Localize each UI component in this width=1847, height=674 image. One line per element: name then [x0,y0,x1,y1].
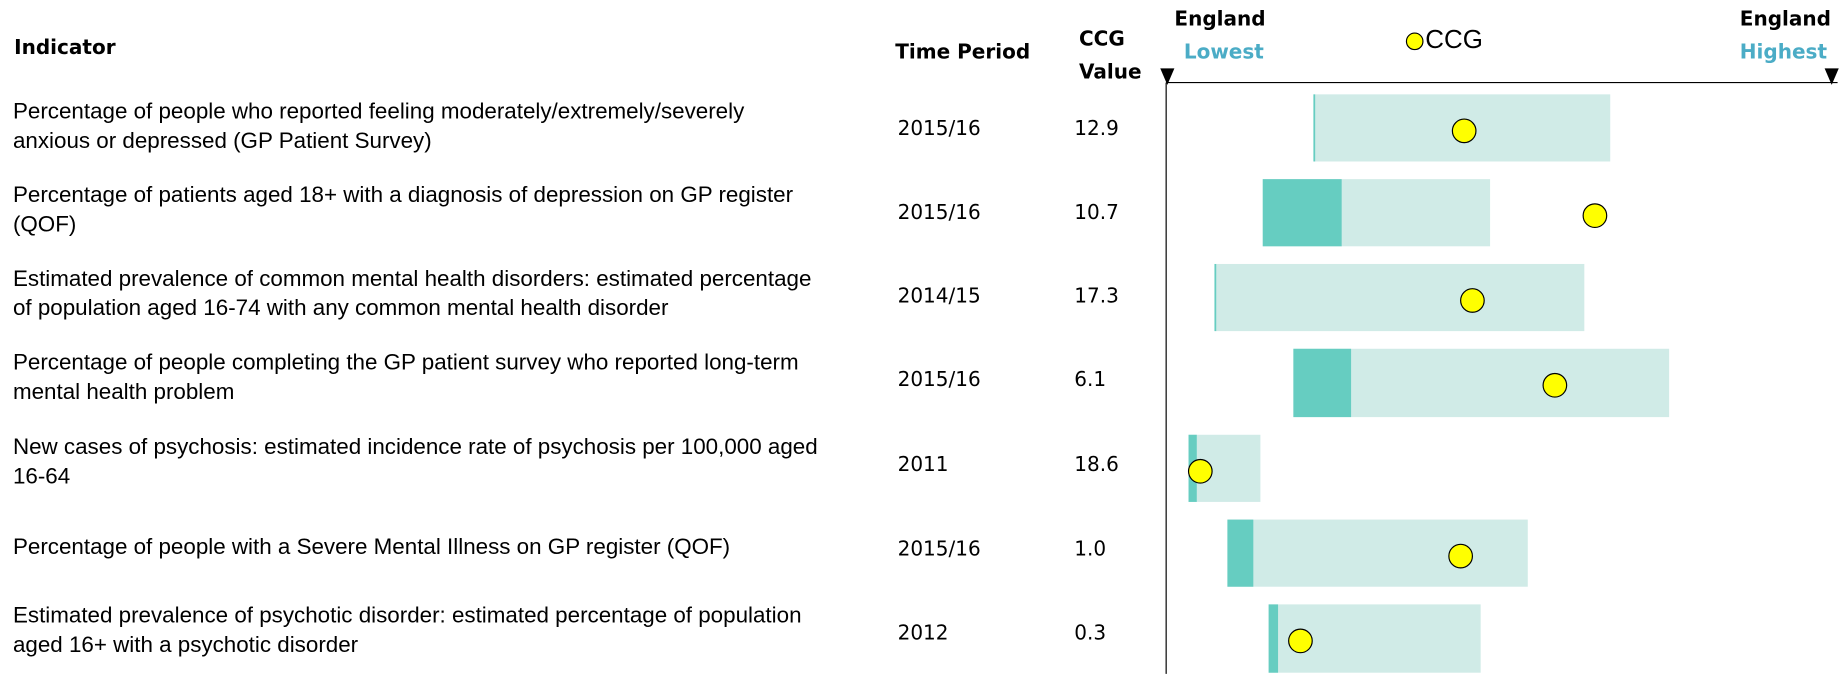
indicator-text: (QOF) [13,212,76,237]
indicator-text: Estimated prevalence of common mental he… [13,266,811,291]
indicator-text: aged 16+ with a psychotic disorder [13,632,359,657]
time-period: 2012 [898,620,949,644]
time-period: 2014/15 [898,283,981,307]
time-period: 2011 [898,452,949,476]
ccg-dot [1460,288,1485,313]
ccg-value: 0.3 [1074,620,1106,644]
quartile-bar [1262,179,1342,247]
indicator-text: Percentage of people completing the GP p… [13,349,799,374]
header-indicator: Indicator [14,35,116,59]
quartile-bar [1214,263,1217,332]
range-bar [1227,519,1528,587]
legend-dot [1405,32,1424,51]
indicator-text: 16-64 [13,464,70,489]
quartile-bar [1313,94,1316,162]
quartile-bar [1268,604,1279,673]
ccg-dot [1451,118,1477,144]
ccg-dot [1187,458,1213,484]
legend-label: CCG [1425,26,1483,54]
range-bar [1215,263,1585,332]
ccg-value: 1.0 [1074,537,1106,561]
indicator-text: mental health problem [13,379,234,404]
time-period: 2015/16 [898,116,981,140]
indicator-text: Percentage of patients aged 18+ with a d… [13,182,794,207]
header-lowest: Lowest [1184,40,1264,64]
indicator-text: Percentage of people who reported feelin… [13,99,745,124]
spine-bars [1187,94,1670,673]
ccg-dot [1288,628,1313,654]
header-england: England [1740,7,1831,31]
range-bar [1293,348,1670,418]
time-period: 2015/16 [898,367,981,391]
ccg-value: 10.7 [1074,200,1119,224]
ccg-dot [1542,372,1568,398]
quartile-bar [1293,348,1352,418]
ccg-value: 12.9 [1074,116,1119,140]
time-period: 2015/16 [898,537,981,561]
indicator-text: Percentage of people with a Severe Menta… [13,534,730,559]
indicator-text: anxious or depressed (GP Patient Survey) [13,128,432,153]
time-period: 2015/16 [898,200,981,224]
ccg-value: 17.3 [1074,283,1119,307]
ccg-value: 18.6 [1074,452,1119,476]
indicator-text: of population aged 16-74 with any common… [13,295,669,320]
indicator-text: Estimated prevalence of psychotic disord… [13,603,802,628]
ccg-value: 6.1 [1074,367,1106,391]
header-value: Value [1079,60,1142,84]
lowest-arrow [1160,68,1175,85]
header-time-period: Time Period [895,40,1030,64]
header-england: England [1174,7,1265,31]
header-highest: Highest [1740,40,1828,64]
ccg-dot [1448,543,1474,569]
indicator-text: New cases of psychosis: estimated incide… [13,434,818,459]
header-ccg: CCG [1079,27,1125,51]
highest-arrow [1824,68,1839,85]
ccg-dot [1582,203,1608,229]
quartile-bar [1227,519,1254,587]
